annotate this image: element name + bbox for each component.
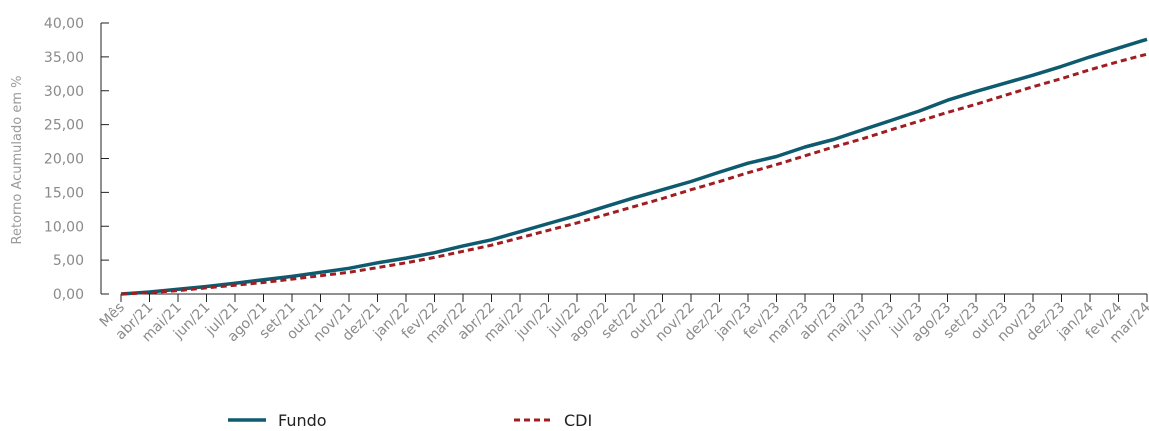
series-lines bbox=[120, 37, 1148, 296]
legend: Fundo CDI bbox=[228, 411, 592, 430]
series-line-cdi bbox=[120, 52, 1148, 296]
y-tick-label: 30,00 bbox=[44, 84, 84, 100]
y-tick-label: 25,00 bbox=[44, 118, 84, 134]
y-axis: 0,00 5,00 10,00 15,00 20,00 25,00 30,00 35,00 40… bbox=[44, 16, 109, 303]
y-axis-title: Retorno Acumulado em % bbox=[10, 76, 25, 245]
legend-label: CDI bbox=[564, 411, 592, 430]
legend-item-cdi: CDI bbox=[514, 411, 592, 430]
y-tick-label: 5,00 bbox=[53, 253, 84, 269]
series-line-fundo bbox=[120, 37, 1148, 296]
legend-label: Fundo bbox=[278, 411, 327, 430]
legend-item-fundo: Fundo bbox=[228, 411, 327, 430]
y-tick-label: 40,00 bbox=[44, 16, 84, 32]
y-tick-label: 20,00 bbox=[44, 152, 84, 168]
y-tick-label: 35,00 bbox=[44, 50, 84, 66]
y-tick-label: 10,00 bbox=[44, 219, 84, 235]
y-tick-label: 15,00 bbox=[44, 185, 84, 201]
x-axis: Mêsabr/21mai/21jun/21jul/21ago/21set/21o… bbox=[97, 293, 1149, 347]
y-tick-label: 0,00 bbox=[53, 287, 84, 303]
